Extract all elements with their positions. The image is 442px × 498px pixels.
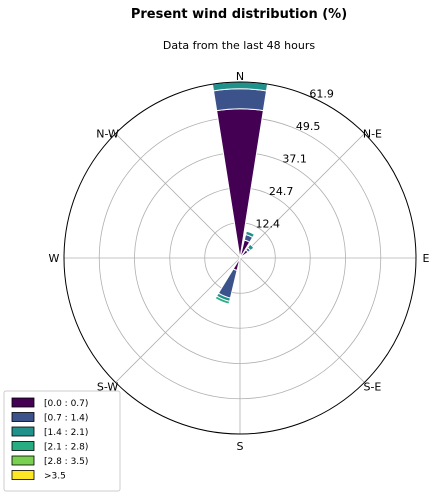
legend-label: [1.4 : 2.1) xyxy=(44,428,88,438)
legend-swatch xyxy=(11,441,35,451)
direction-label: N xyxy=(236,70,244,83)
grid-spoke xyxy=(239,133,365,259)
legend-swatch xyxy=(11,426,35,437)
direction-labels: N N-E E S-E S S-W W N-W xyxy=(49,70,430,453)
legend-swatch xyxy=(11,412,35,422)
chart-subtitle: Data from the last 48 hours xyxy=(163,39,315,52)
direction-label: E xyxy=(423,252,430,265)
wind-bar-segment xyxy=(214,295,231,305)
wind-bar-segment xyxy=(212,88,268,112)
radial-tick-label: 49.5 xyxy=(296,120,321,133)
wind-bars xyxy=(211,81,269,305)
wind-bar-segment xyxy=(245,230,256,239)
radial-tick-label: 24.7 xyxy=(269,185,294,198)
radial-tick-label: 12.4 xyxy=(255,217,280,230)
radial-tick-label: 37.1 xyxy=(282,153,307,166)
direction-label: W xyxy=(49,252,60,265)
grid-spoke xyxy=(115,257,241,383)
chart-title: Present wind distribution (%) xyxy=(131,7,347,22)
legend-label: [2.8 : 3.5) xyxy=(44,457,88,467)
legend-label: >3.5 xyxy=(44,472,66,482)
direction-label: N-E xyxy=(363,128,382,141)
wind-bar-segment xyxy=(246,243,255,252)
grid-spoke xyxy=(239,257,365,383)
legend: [0.0 : 0.7) [0.7 : 1.4) [1.4 : 2.1) [2.1 : … xyxy=(3,390,121,492)
grid-spoke xyxy=(115,133,241,259)
direction-label: S-E xyxy=(363,380,381,393)
wind-bar-segment xyxy=(217,268,238,299)
direction-label: S xyxy=(237,440,244,453)
legend-swatch xyxy=(11,470,35,480)
legend-label: [0.0 : 0.7) xyxy=(44,399,88,409)
direction-label: S-W xyxy=(97,380,119,393)
legend-label: [0.7 : 1.4) xyxy=(44,414,88,424)
radial-tick-label: 61.9 xyxy=(309,87,334,100)
wind-bar-segment xyxy=(216,108,264,259)
legend-swatch xyxy=(11,455,35,466)
polar-outer-frame xyxy=(63,81,417,435)
legend-label: [2.1 : 2.8) xyxy=(44,443,88,453)
direction-label: N-W xyxy=(96,128,119,141)
radial-tick-labels: 12.4 24.7 37.1 49.5 61.9 xyxy=(255,87,333,230)
legend-swatch xyxy=(11,397,35,408)
